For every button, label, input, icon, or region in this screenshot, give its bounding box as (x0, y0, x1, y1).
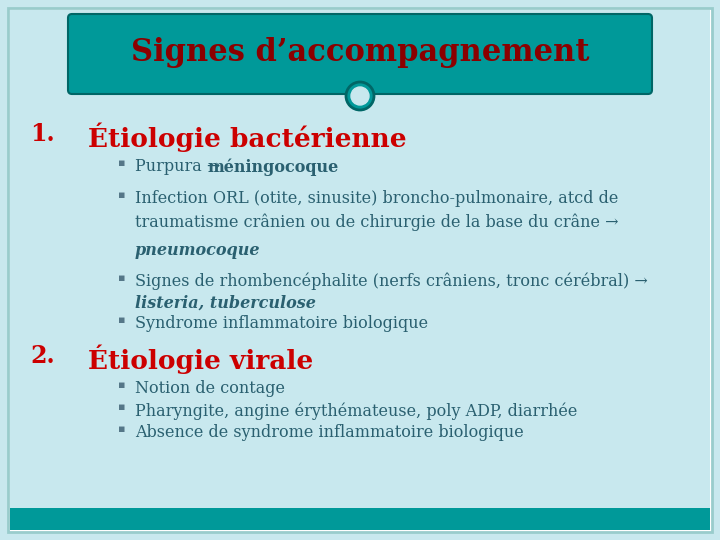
Text: listeria, tuberculose: listeria, tuberculose (135, 295, 316, 312)
Text: méningocoque: méningocoque (207, 158, 338, 176)
Text: Notion de contage: Notion de contage (135, 380, 285, 397)
Text: Signes d’accompagnement: Signes d’accompagnement (131, 37, 589, 69)
Text: ▪: ▪ (118, 273, 125, 283)
FancyBboxPatch shape (10, 508, 710, 530)
Text: 1.: 1. (30, 122, 55, 146)
Circle shape (351, 87, 369, 105)
FancyBboxPatch shape (68, 14, 652, 94)
Text: Syndrome inflammatoire biologique: Syndrome inflammatoire biologique (135, 315, 428, 332)
Circle shape (346, 82, 374, 110)
Text: Infection ORL (otite, sinusite) broncho-pulmonaire, atcd de
traumatisme crânien : Infection ORL (otite, sinusite) broncho-… (135, 190, 618, 231)
Text: ▪: ▪ (118, 158, 125, 168)
Text: ▪: ▪ (118, 424, 125, 434)
FancyBboxPatch shape (10, 10, 710, 530)
Text: Étiologie virale: Étiologie virale (88, 344, 313, 374)
Text: ▪: ▪ (118, 190, 125, 200)
Text: Purpura →: Purpura → (135, 158, 225, 175)
Text: ▪: ▪ (118, 380, 125, 390)
Text: ▪: ▪ (118, 402, 125, 412)
Text: pneumocoque: pneumocoque (135, 242, 261, 259)
Text: Signes de rhombencéphalite (nerfs crâniens, tronc cérébral) →: Signes de rhombencéphalite (nerfs crânie… (135, 273, 648, 291)
Text: ▪: ▪ (118, 315, 125, 325)
Text: Étiologie bactérienne: Étiologie bactérienne (88, 122, 407, 152)
FancyBboxPatch shape (8, 8, 712, 532)
Text: 2.: 2. (30, 344, 55, 368)
Text: Absence de syndrome inflammatoire biologique: Absence de syndrome inflammatoire biolog… (135, 424, 523, 441)
Text: Pharyngite, angine érythémateuse, poly ADP, diarrhée: Pharyngite, angine érythémateuse, poly A… (135, 402, 577, 420)
